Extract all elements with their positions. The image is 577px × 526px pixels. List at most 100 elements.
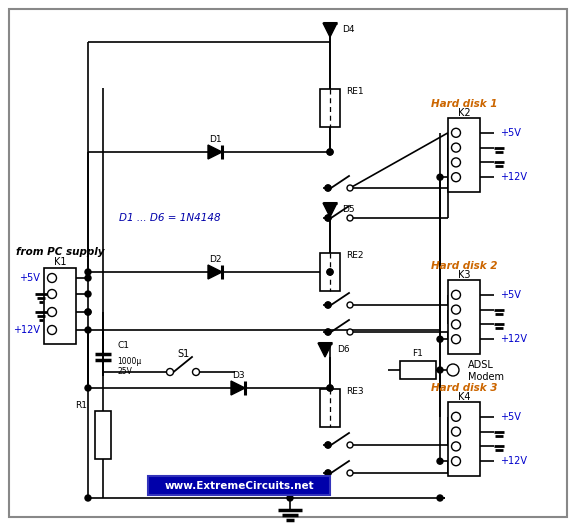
Bar [448,402,480,476]
Polygon shape [323,203,337,217]
Circle shape [451,335,460,343]
Circle shape [347,185,353,191]
Text: www.ExtremeCircuits.net: www.ExtremeCircuits.net [164,481,314,491]
Text: D2: D2 [209,256,221,265]
Circle shape [325,442,331,448]
Text: 3: 3 [467,427,473,436]
Circle shape [451,158,460,167]
Circle shape [451,305,460,314]
Circle shape [325,329,331,335]
Circle shape [85,269,91,275]
Circle shape [347,302,353,308]
Text: D3: D3 [232,371,244,380]
Text: 1: 1 [467,457,473,466]
Text: 4: 4 [467,412,473,421]
Text: 2: 2 [63,308,69,317]
Circle shape [437,336,443,342]
Text: 4: 4 [467,128,473,137]
Text: 2: 2 [467,158,473,167]
Text: +5V: +5V [500,412,521,422]
Polygon shape [323,23,337,37]
Bar [400,361,436,379]
Circle shape [325,470,331,476]
Circle shape [325,215,331,221]
Circle shape [327,269,333,275]
Text: K3: K3 [458,270,470,280]
Circle shape [85,309,91,315]
Text: 3: 3 [467,143,473,152]
Text: D5: D5 [342,206,355,215]
Circle shape [325,470,331,476]
Circle shape [327,149,333,155]
Text: 1: 1 [467,335,473,343]
Circle shape [451,128,460,137]
Text: +12V: +12V [13,325,40,335]
Polygon shape [208,265,222,279]
Text: RE2: RE2 [346,251,364,260]
Text: K2: K2 [458,108,470,118]
Circle shape [325,215,331,221]
Text: D1: D1 [209,136,222,145]
Circle shape [437,458,443,464]
Circle shape [451,457,460,466]
Text: +12V: +12V [500,172,527,182]
Text: S1: S1 [177,349,189,359]
Circle shape [85,385,91,391]
Bar [448,118,480,192]
Circle shape [451,442,460,451]
Circle shape [47,274,57,282]
Circle shape [325,442,331,448]
Circle shape [85,309,91,315]
Text: 3: 3 [467,305,473,314]
Bar [320,253,340,291]
Text: 3: 3 [63,289,69,298]
Circle shape [167,369,174,376]
Circle shape [325,302,331,308]
Bar [320,89,340,127]
Circle shape [347,329,353,335]
Circle shape [347,470,353,476]
Circle shape [325,185,331,191]
Polygon shape [231,381,245,395]
Text: RE1: RE1 [346,87,364,96]
Polygon shape [208,145,222,159]
Circle shape [347,442,353,448]
Circle shape [85,291,91,297]
Text: 1: 1 [63,326,69,335]
Text: +5V: +5V [500,290,521,300]
Circle shape [47,326,57,335]
Polygon shape [318,343,332,357]
Text: RE3: RE3 [346,388,364,397]
Text: +5V: +5V [19,273,40,283]
Circle shape [325,302,331,308]
Text: 25V: 25V [117,368,132,377]
Text: +5V: +5V [500,128,521,138]
Circle shape [85,495,91,501]
Text: Hard disk 2: Hard disk 2 [431,261,497,271]
Text: Hard disk 3: Hard disk 3 [431,383,497,393]
Text: 2: 2 [467,320,473,329]
Circle shape [437,495,443,501]
Text: 500mA: 500mA [404,366,432,375]
Circle shape [325,329,331,335]
Circle shape [85,327,91,333]
Circle shape [437,367,443,373]
Circle shape [451,427,460,436]
Bar [448,280,480,354]
Circle shape [325,185,331,191]
Bar [44,268,76,344]
Text: C1: C1 [117,341,129,350]
Circle shape [47,289,57,298]
Text: 1k: 1k [98,430,108,440]
Text: +12V: +12V [500,456,527,466]
Text: F1: F1 [413,349,424,358]
Bar [148,476,330,495]
Circle shape [327,269,333,275]
Circle shape [327,385,333,391]
Circle shape [437,174,443,180]
Circle shape [47,308,57,317]
Text: 4: 4 [63,274,69,282]
Text: 1: 1 [467,173,473,181]
Circle shape [287,495,293,501]
Text: D6: D6 [337,346,350,355]
